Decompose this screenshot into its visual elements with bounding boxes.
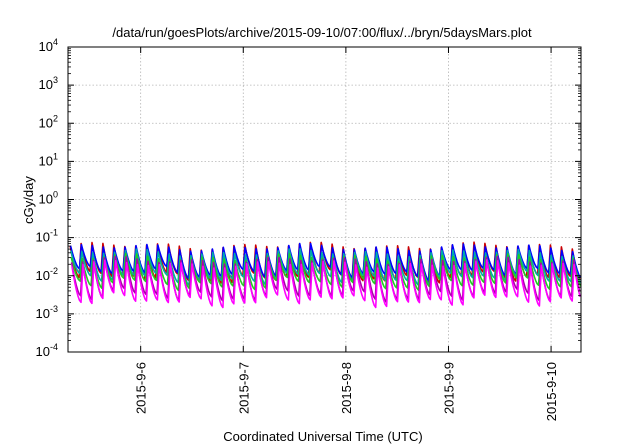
y-tick-label: 102 <box>39 113 58 130</box>
series-group <box>69 241 582 309</box>
x-axis: 2015-9-6 2015-9-7 2015-9-8 2015-9-9 2015-9-1… <box>134 47 559 421</box>
y-tick-label: 100 <box>39 190 58 207</box>
x-tick-label: 2015-9-6 <box>134 362 149 414</box>
y-tick-label: 10-1 <box>36 228 58 245</box>
y-tick-label: 101 <box>39 151 58 168</box>
chart-title: /data/run/goesPlots/archive/2015-09-10/0… <box>112 25 532 40</box>
x-tick-label: 2015-9-8 <box>339 362 354 414</box>
y-tick-label: 10-4 <box>36 342 58 359</box>
x-tick-label: 2015-9-10 <box>544 362 559 421</box>
grid <box>68 47 581 352</box>
y-tick-label: 104 <box>39 37 58 54</box>
y-axis-label: cGy/day <box>21 176 36 224</box>
x-tick-label: 2015-9-9 <box>441 362 456 414</box>
series-line-2 <box>69 242 581 282</box>
x-tick-label: 2015-9-7 <box>236 362 251 414</box>
y-tick-label: 10-2 <box>36 266 58 283</box>
y-tick-label: 10-3 <box>36 304 58 321</box>
y-tick-label: 103 <box>39 75 58 92</box>
x-axis-label: Coordinated Universal Time (UTC) <box>223 429 422 444</box>
series-line-6 <box>71 259 581 309</box>
y-axis: 10-4 10-3 10-2 10-1 100 101 102 103 104 <box>36 37 581 359</box>
